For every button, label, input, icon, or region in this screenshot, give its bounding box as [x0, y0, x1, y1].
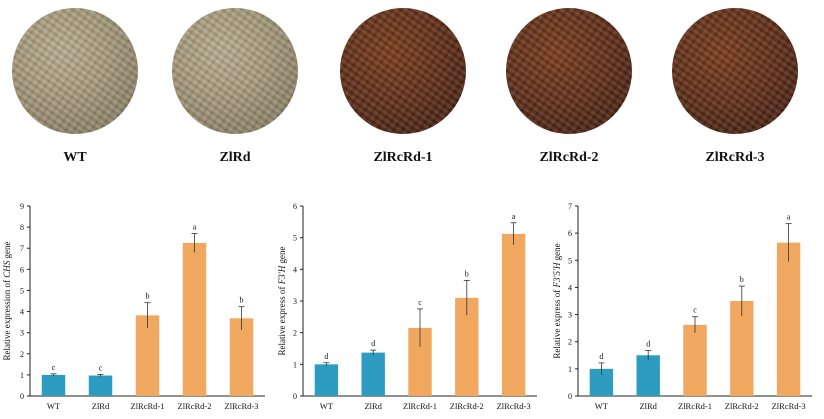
significance-letter-zlrcrd-1: c: [418, 298, 422, 307]
bar-zlrcrd-2: [182, 242, 207, 396]
y-tick-label: 6: [293, 202, 297, 211]
significance-letter-wt: d: [599, 352, 603, 361]
significance-letter-zlrcrd-2: b: [740, 275, 744, 284]
significance-letter-zlrcrd-3: a: [787, 213, 791, 222]
seed-label-wt: WT: [63, 150, 87, 165]
significance-letter-wt: d: [324, 352, 328, 361]
f35h-expression-chart: 0 1 2 3 4 5 6 7 Relative express of F3'5'H gene d…: [552, 202, 812, 411]
y-axis-label: Relative express of F3'H gene: [277, 247, 287, 356]
y-tick-label: 8: [20, 223, 24, 232]
y-tick-label: 4: [568, 283, 572, 292]
significance-letter-zlrd: d: [646, 339, 650, 348]
significance-letter-zlrcrd-2: b: [465, 269, 469, 278]
x-tick-label-zlrd: ZlRd: [639, 401, 657, 411]
seed-label-zlrd: ZlRd: [219, 150, 251, 165]
significance-letter-zlrcrd-1: c: [693, 306, 697, 315]
y-tick-label: 0: [568, 392, 572, 401]
y-tick-label: 5: [568, 256, 572, 265]
y-tick-label: 7: [20, 244, 24, 253]
y-tick-label: 3: [568, 311, 572, 320]
seed-photo-zlrcrd-2: [506, 8, 632, 134]
y-tick-label: 0: [20, 392, 24, 401]
y-tick-label: 2: [20, 350, 24, 359]
y-tick-label: 6: [20, 265, 24, 274]
x-tick-label-zlrd: ZlRd: [364, 401, 382, 411]
x-tick-label-zlrcrd-3: ZlRcRd-3: [772, 401, 806, 411]
x-tick-label-zlrcrd-3: ZlRcRd-3: [497, 401, 531, 411]
y-tick-label: 5: [293, 234, 297, 243]
bar-wt: [41, 374, 66, 396]
y-tick-label: 4: [20, 308, 24, 317]
seed-photo-zlrd: [172, 8, 298, 134]
bar-zlrcrd-1: [135, 315, 160, 396]
y-tick-label: 2: [293, 329, 297, 338]
y-axis-label: Relative expression of CHS gene: [2, 242, 12, 361]
y-tick-label: 4: [293, 265, 297, 274]
bar-zlrcrd-2: [730, 301, 754, 396]
x-tick-label-wt: WT: [320, 401, 334, 411]
bar-zlrcrd-3: [501, 233, 526, 396]
y-tick-label: 1: [293, 360, 297, 369]
x-tick-label-zlrcrd-2: ZlRcRd-2: [450, 401, 484, 411]
bar-zlrd: [636, 355, 660, 396]
bar-zlrcrd-3: [229, 318, 254, 396]
significance-letter-zlrd: d: [371, 339, 375, 348]
x-tick-label-zlrcrd-3: ZlRcRd-3: [225, 401, 259, 411]
y-tick-label: 9: [20, 202, 24, 211]
x-tick-label-zlrcrd-1: ZlRcRd-1: [131, 401, 165, 411]
x-tick-label-zlrcrd-1: ZlRcRd-1: [678, 401, 712, 411]
seed-photo-zlrcrd-1: [340, 8, 466, 134]
bar-wt: [314, 364, 339, 396]
y-tick-label: 2: [568, 338, 572, 347]
significance-letter-zlrcrd-2: a: [193, 222, 197, 231]
x-tick-label-zlrcrd-2: ZlRcRd-2: [178, 401, 212, 411]
y-tick-label: 7: [568, 202, 572, 211]
seed-label-zlrcrd-1: ZlRcRd-1: [373, 150, 433, 165]
bar-zlrcrd-1: [408, 327, 432, 396]
x-tick-label-zlrd: ZlRd: [92, 401, 110, 411]
x-tick-label-wt: WT: [595, 401, 609, 411]
significance-letter-zlrcrd-3: b: [240, 296, 244, 305]
bar-wt: [589, 368, 614, 396]
bar-zlrcrd-1: [683, 324, 707, 396]
bar-zlrcrd-3: [776, 242, 801, 396]
significance-letter-wt: c: [52, 363, 56, 372]
seed-photo-wt: [12, 8, 138, 134]
x-tick-label-wt: WT: [47, 401, 61, 411]
significance-letter-zlrcrd-1: b: [146, 292, 150, 301]
x-tick-label-zlrcrd-2: ZlRcRd-2: [725, 401, 759, 411]
y-tick-label: 1: [20, 371, 24, 380]
chs-expression-chart: 0 1 2 3 4 5 6 7 8 9 Relative expression of CHS gen…: [2, 202, 265, 411]
f3h-expression-chart: 0 1 2 3 4 5 6 Relative express of F3'H gene d WT d…: [277, 202, 537, 411]
y-tick-label: 3: [20, 329, 24, 338]
significance-letter-zlrcrd-3: a: [512, 212, 516, 221]
seed-photo-zlrcrd-3: [672, 8, 798, 134]
x-tick-label-zlrcrd-1: ZlRcRd-1: [403, 401, 437, 411]
y-axis-label: Relative express of F3'5'H gene: [552, 243, 562, 358]
y-tick-label: 6: [568, 229, 572, 238]
bar-zlrcrd-2: [455, 297, 479, 396]
y-tick-label: 3: [293, 297, 297, 306]
seed-label-zlrcrd-2: ZlRcRd-2: [539, 150, 599, 165]
seed-label-zlrcrd-3: ZlRcRd-3: [705, 150, 765, 165]
significance-letter-zlrd: c: [99, 363, 103, 372]
bar-zlrd: [361, 352, 385, 396]
y-tick-label: 5: [20, 286, 24, 295]
bar-zlrd: [88, 375, 113, 396]
y-tick-label: 1: [568, 365, 572, 374]
y-tick-label: 0: [293, 392, 297, 401]
